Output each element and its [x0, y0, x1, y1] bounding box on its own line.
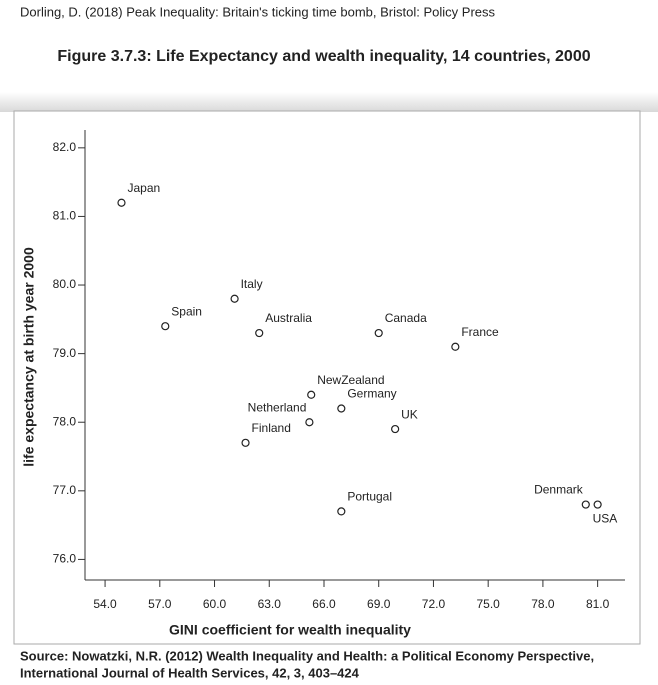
y-tick-label: 78.0 [53, 414, 77, 428]
x-axis-label: GINI coefficient for wealth inequality [169, 622, 411, 638]
x-tick-label: 57.0 [148, 597, 172, 611]
point [593, 500, 602, 509]
point-label: Finland [252, 421, 291, 435]
point-label: Canada [385, 311, 427, 325]
point [581, 500, 590, 509]
point [307, 390, 316, 399]
x-tick-label: 69.0 [367, 597, 391, 611]
point-label: Japan [127, 181, 160, 195]
source-line: International Journal of Health Services… [20, 665, 360, 680]
point-label: USA [593, 512, 618, 526]
x-tick-label: 81.0 [586, 597, 610, 611]
x-tick-label: 78.0 [531, 597, 555, 611]
x-tick-label: 75.0 [476, 597, 500, 611]
point-label: Spain [171, 304, 202, 318]
chart-frame [13, 110, 641, 645]
x-tick-label: 63.0 [258, 597, 282, 611]
point [117, 198, 126, 207]
point [451, 342, 460, 351]
y-tick-label: 79.0 [53, 346, 77, 360]
source-line: Source: Nowatzki, N.R. (2012) Wealth Ine… [20, 648, 594, 663]
point-label: Denmark [534, 483, 584, 497]
point [374, 328, 383, 338]
y-tick-label: 80.0 [53, 277, 77, 291]
y-axis-label: life expectancy at birth year 2000 [21, 247, 37, 467]
x-tick-label: 66.0 [312, 597, 336, 611]
point [305, 418, 314, 427]
point [230, 294, 239, 303]
x-tick-label: 60.0 [203, 597, 227, 611]
y-tick-label: 81.0 [53, 209, 77, 223]
point [241, 438, 250, 447]
point [391, 424, 400, 434]
point [255, 328, 264, 338]
citation: Dorling, D. (2018) Peak Inequality: Brit… [20, 4, 496, 19]
y-tick-label: 77.0 [53, 483, 77, 497]
point-label: Portugal [347, 490, 392, 504]
y-tick-label: 82.0 [53, 140, 77, 154]
point-label: UK [401, 407, 418, 421]
figure-title: Figure 3.7.3: Life Expectancy and wealth… [57, 48, 590, 65]
point [337, 507, 346, 516]
x-tick-label: 54.0 [93, 597, 117, 611]
point-label: Germany [347, 387, 396, 401]
point-label: France [461, 325, 499, 339]
point-label: Australia [265, 311, 312, 325]
point [337, 404, 346, 413]
point-label: NewZealand [317, 373, 384, 387]
point-label: Netherland [248, 400, 307, 414]
point-label: Italy [241, 277, 263, 291]
shadow [0, 92, 658, 112]
point [161, 322, 170, 331]
y-tick-label: 76.0 [53, 552, 77, 566]
x-tick-label: 72.0 [422, 597, 446, 611]
